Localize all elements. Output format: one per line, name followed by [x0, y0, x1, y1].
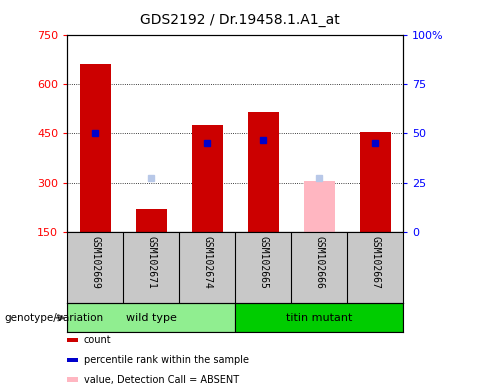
Text: wild type: wild type [126, 313, 177, 323]
Bar [360, 132, 391, 232]
Bar [304, 181, 335, 232]
Text: GSM102666: GSM102666 [314, 236, 324, 289]
Text: genotype/variation: genotype/variation [5, 313, 104, 323]
Text: GDS2192 / Dr.19458.1.A1_at: GDS2192 / Dr.19458.1.A1_at [140, 13, 340, 27]
Text: GSM102665: GSM102665 [258, 236, 268, 289]
Bar [192, 125, 223, 232]
Bar [136, 209, 167, 232]
Bar [80, 64, 110, 232]
Bar [235, 303, 403, 332]
Text: GSM102671: GSM102671 [146, 236, 156, 289]
Text: count: count [84, 335, 111, 345]
Text: titin mutant: titin mutant [286, 313, 352, 323]
Text: GSM102667: GSM102667 [370, 236, 380, 289]
Bar [67, 303, 235, 332]
Text: GSM102674: GSM102674 [202, 236, 212, 289]
Text: GSM102669: GSM102669 [90, 236, 100, 289]
Text: value, Detection Call = ABSENT: value, Detection Call = ABSENT [84, 375, 239, 384]
Text: percentile rank within the sample: percentile rank within the sample [84, 355, 249, 365]
Bar [248, 112, 278, 232]
